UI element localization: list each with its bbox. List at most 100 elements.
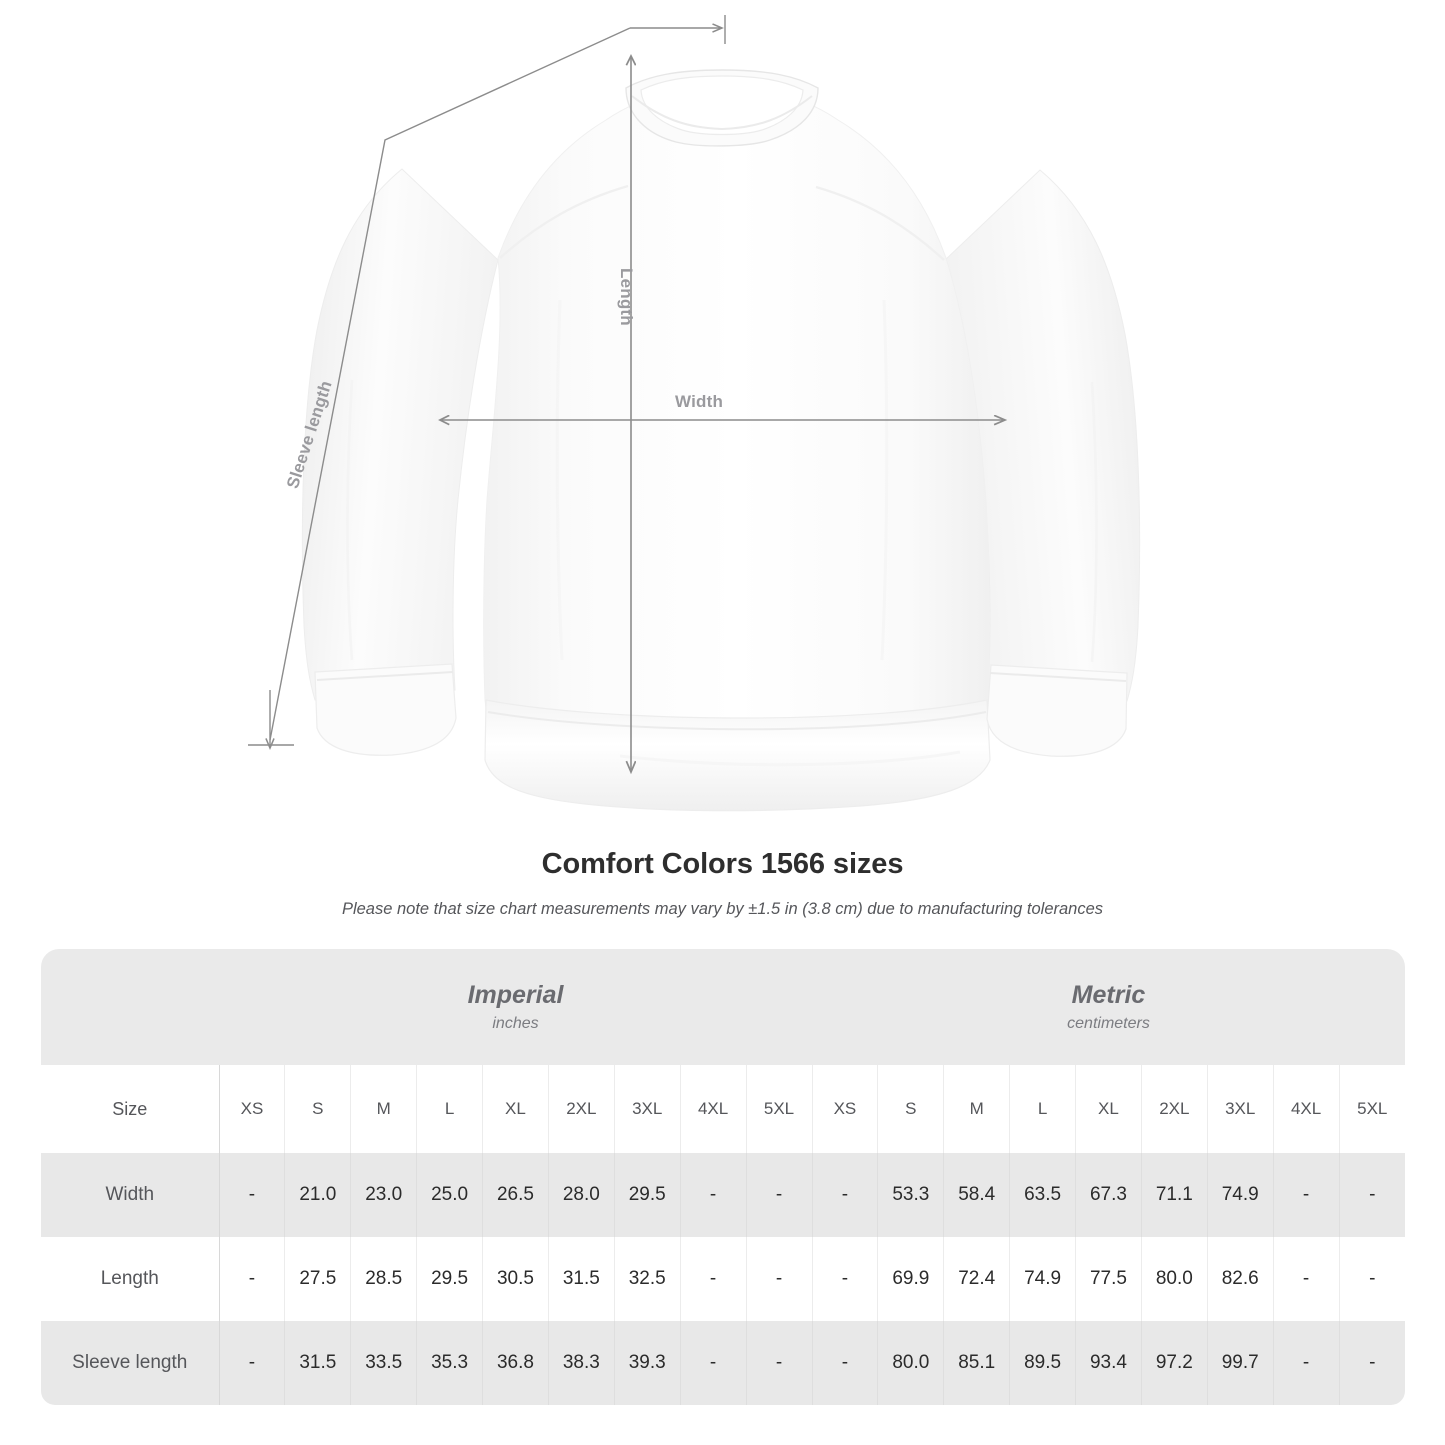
cell-metric-3xl: 74.9 <box>1207 1153 1274 1237</box>
cell-imperial-5xl: - <box>746 1321 813 1405</box>
cell-metric-3xl: 82.6 <box>1207 1237 1274 1321</box>
left-sleeve <box>301 168 499 701</box>
cell-metric-5xl: - <box>1339 1321 1405 1405</box>
sleeve-guide-line <box>269 27 631 741</box>
size-header-metric-2xl: 2XL <box>1141 1065 1208 1153</box>
cell-imperial-4xl: - <box>680 1237 747 1321</box>
size-header-metric-xl: XL <box>1075 1065 1142 1153</box>
cell-metric-xl: 77.5 <box>1075 1237 1142 1321</box>
cell-metric-l: 89.5 <box>1009 1321 1076 1405</box>
cell-metric-l: 74.9 <box>1009 1237 1076 1321</box>
cell-metric-3xl: 99.7 <box>1207 1321 1274 1405</box>
cell-metric-s: 53.3 <box>877 1153 945 1237</box>
right-cuff <box>986 664 1128 757</box>
cell-imperial-xs: - <box>219 1237 286 1321</box>
cell-imperial-xs: - <box>219 1321 286 1405</box>
size-header-metric-3xl: 3XL <box>1207 1065 1274 1153</box>
hem-seam-line <box>487 711 987 731</box>
sweatshirt-body <box>301 69 1141 812</box>
cell-imperial-m: 33.5 <box>350 1321 418 1405</box>
cell-metric-m: 72.4 <box>943 1237 1011 1321</box>
right-cuff-seam <box>989 672 1127 682</box>
right-shoulder-seam <box>815 185 945 261</box>
cell-metric-s: 69.9 <box>877 1237 945 1321</box>
size-header-imperial-xs: XS <box>219 1065 286 1153</box>
cell-imperial-m: 28.5 <box>350 1237 418 1321</box>
cell-imperial-m: 23.0 <box>350 1153 418 1237</box>
cell-imperial-xl: 36.8 <box>482 1321 549 1405</box>
cell-imperial-5xl: - <box>746 1153 813 1237</box>
table-row: Sleeve length -31.5 33.5 35.3 36.8 38.3 39.3- -… <box>41 1321 1405 1405</box>
size-column-header: Size <box>41 1065 220 1153</box>
unit-header-imperial: Imperial inches <box>219 949 812 1065</box>
cell-imperial-2xl: 28.0 <box>548 1153 615 1237</box>
size-header-metric-l: L <box>1009 1065 1076 1153</box>
width-label: Width <box>675 392 724 411</box>
cell-imperial-l: 25.0 <box>416 1153 484 1237</box>
size-chart-table: Imperial inches Metric centimeters Size XS S M L… <box>41 949 1405 1405</box>
neck-rib-line <box>631 95 813 131</box>
size-chart-table-wrap: Imperial inches Metric centimeters Size XS S M L… <box>41 949 1405 1405</box>
cell-imperial-3xl: 32.5 <box>614 1237 681 1321</box>
unit-banner-spacer <box>41 949 220 1065</box>
fabric-folds <box>346 299 1098 767</box>
cell-metric-2xl: 80.0 <box>1141 1237 1208 1321</box>
measurement-label: Length <box>41 1237 220 1321</box>
cell-imperial-s: 21.0 <box>284 1153 352 1237</box>
length-label: Length <box>617 268 636 326</box>
size-header-metric-4xl: 4XL <box>1273 1065 1340 1153</box>
left-cuff-seam <box>316 671 454 681</box>
cell-metric-m: 58.4 <box>943 1153 1011 1237</box>
measurement-label: Width <box>41 1153 220 1237</box>
left-shoulder-seam <box>499 184 629 259</box>
cell-imperial-3xl: 29.5 <box>614 1153 681 1237</box>
size-header-row: Size XS S M L XL 2XL 3XL 4XL 5XL XS S M L XL 2XL 3XL 4XL 5… <box>41 1065 1405 1153</box>
size-header-metric-m: M <box>943 1065 1011 1153</box>
title-block: Comfort Colors 1566 sizes Please note th… <box>0 848 1445 919</box>
cell-imperial-2xl: 38.3 <box>548 1321 615 1405</box>
bottom-hem <box>484 699 991 812</box>
cell-imperial-2xl: 31.5 <box>548 1237 615 1321</box>
unit-system-unit: centimeters <box>1067 1015 1150 1033</box>
cell-imperial-5xl: - <box>746 1237 813 1321</box>
cell-metric-2xl: 97.2 <box>1141 1321 1208 1405</box>
unit-system-unit: inches <box>492 1015 539 1033</box>
cell-imperial-s: 31.5 <box>284 1321 352 1405</box>
cell-imperial-l: 35.3 <box>416 1321 484 1405</box>
cell-imperial-4xl: - <box>680 1321 747 1405</box>
size-header-imperial-2xl: 2XL <box>548 1065 615 1153</box>
cell-imperial-xs: - <box>219 1153 286 1237</box>
cell-metric-2xl: 71.1 <box>1141 1153 1208 1237</box>
cell-metric-xl: 67.3 <box>1075 1153 1142 1237</box>
unit-system-name: Imperial <box>467 980 564 1009</box>
cell-imperial-xl: 30.5 <box>482 1237 549 1321</box>
size-header-imperial-3xl: 3XL <box>614 1065 681 1153</box>
garment-illustration: Length Width Sleeve length <box>248 15 1141 812</box>
size-header-imperial-s: S <box>284 1065 352 1153</box>
size-header-imperial-xl: XL <box>482 1065 549 1153</box>
size-header-imperial-m: M <box>350 1065 418 1153</box>
cell-metric-xs: - <box>811 1321 879 1405</box>
tolerance-note: Please note that size chart measurements… <box>341 900 1104 918</box>
table-row: Width -21.0 23.0 25.0 26.5 28.0 29.5- - -53.3 58.… <box>41 1153 1405 1237</box>
sweatshirt-diagram <box>248 15 1141 812</box>
size-header-metric-s: S <box>877 1065 945 1153</box>
size-header-imperial-5xl: 5XL <box>746 1065 813 1153</box>
cell-metric-s: 80.0 <box>877 1321 945 1405</box>
cell-metric-xs: - <box>811 1153 879 1237</box>
size-header-metric-5xl: 5XL <box>1339 1065 1405 1153</box>
unit-banner-row: Imperial inches Metric centimeters <box>41 949 1405 1065</box>
size-header-imperial-4xl: 4XL <box>680 1065 747 1153</box>
page-title: Comfort Colors 1566 sizes <box>541 848 904 880</box>
unit-header-metric: Metric centimeters <box>812 949 1405 1065</box>
size-header-metric-xs: XS <box>811 1065 879 1153</box>
table-row: Length -27.5 28.5 29.5 30.5 31.5 32.5- - -69.9 72… <box>41 1237 1405 1321</box>
cell-metric-4xl: - <box>1273 1237 1340 1321</box>
collar-inner <box>640 75 804 136</box>
cell-metric-xs: - <box>811 1237 879 1321</box>
cell-imperial-4xl: - <box>680 1153 747 1237</box>
cell-metric-m: 85.1 <box>943 1321 1011 1405</box>
cell-imperial-3xl: 39.3 <box>614 1321 681 1405</box>
cell-imperial-s: 27.5 <box>284 1237 352 1321</box>
body-panel <box>483 91 990 744</box>
